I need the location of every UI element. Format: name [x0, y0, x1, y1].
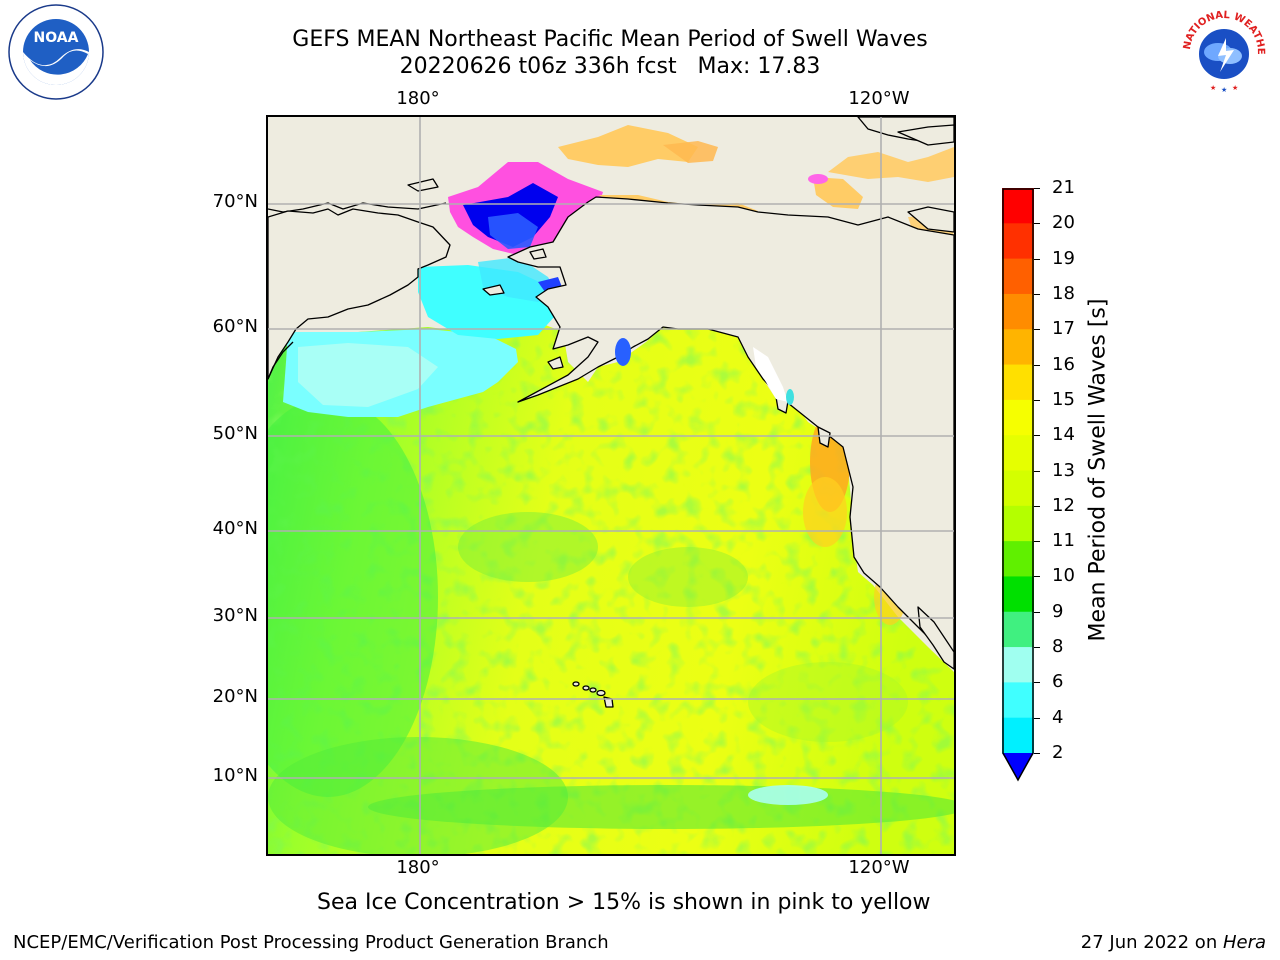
colorbar-tick-label: 13 — [1052, 459, 1075, 481]
lon-label-top-120w: 120°W — [848, 88, 910, 109]
colorbar-tick-mark — [1034, 399, 1040, 401]
colorbar-tick-mark — [1034, 470, 1040, 472]
colorbar-tick-label: 2 — [1052, 742, 1064, 763]
ocean-field — [268, 125, 954, 854]
colorbar-segment — [1002, 223, 1034, 260]
colorbar-tick-mark — [1034, 329, 1040, 331]
svg-text:★: ★ — [1232, 84, 1238, 92]
colorbar-tick-label: 12 — [1052, 494, 1075, 516]
colorbar-label: Mean Period of Swell Waves [s] — [1085, 298, 1111, 642]
chart-title: GEFS MEAN Northeast Pacific Mean Period … — [292, 27, 928, 52]
colorbar-tick-label: 10 — [1052, 565, 1075, 587]
colorbar-svg — [1002, 188, 1034, 782]
colorbar-tick-mark — [1034, 647, 1040, 649]
colorbar-tick-mark — [1034, 364, 1040, 366]
colorbar — [1002, 188, 1034, 783]
colorbar-extend-triangle — [1002, 753, 1034, 780]
colorbar-tick-label: 17 — [1052, 318, 1075, 340]
colorbar-tick-mark — [1034, 541, 1040, 543]
colorbar-tick-mark — [1034, 505, 1040, 507]
colorbar-segment — [1002, 682, 1034, 719]
colorbar-tick-mark — [1034, 753, 1040, 754]
colorbar-tick-label: 6 — [1052, 671, 1064, 693]
footer-date-text: 27 Jun 2022 on — [1080, 932, 1223, 953]
lat-label-60n: 60°N — [212, 316, 258, 337]
colorbar-tick-mark — [1034, 188, 1040, 189]
svg-text:★: ★ — [1221, 86, 1227, 94]
svg-text:★: ★ — [1210, 84, 1216, 92]
colorbar-tick-mark — [1034, 717, 1040, 719]
colorbar-tick-mark — [1034, 682, 1040, 684]
noaa-logo-icon: NOAA — [8, 4, 104, 104]
noaa-logo-text: NOAA — [34, 30, 79, 46]
lon-label-bottom-180: 180° — [396, 857, 440, 878]
sea-ice-note: Sea Ice Concentration > 15% is shown in … — [317, 890, 931, 915]
lon-label-bottom-120w: 120°W — [848, 857, 910, 878]
colorbar-tick-mark — [1034, 293, 1040, 295]
colorbar-tick-label: 4 — [1052, 706, 1064, 728]
lat-label-40n: 40°N — [212, 518, 258, 539]
colorbar-tick-label: 9 — [1052, 600, 1064, 622]
lat-label-10n: 10°N — [212, 765, 258, 786]
colorbar-segment — [1002, 258, 1034, 295]
colorbar-segment — [1002, 647, 1034, 683]
colorbar-tick-label: 19 — [1052, 247, 1075, 269]
colorbar-tick-label: 14 — [1052, 424, 1075, 446]
lat-label-30n: 30°N — [212, 605, 258, 626]
colorbar-segment — [1002, 364, 1034, 401]
colorbar-tick-label: 8 — [1052, 636, 1064, 658]
chart-subtitle-run-info: 20220626 t06z 336h fcst Max: 17.83 — [399, 54, 821, 79]
colorbar-segment — [1002, 505, 1034, 542]
colorbar-tick-label: 15 — [1052, 388, 1075, 410]
colorbar-tick-label: 18 — [1052, 282, 1075, 304]
colorbar-tick-mark — [1034, 258, 1040, 260]
colorbar-tick-mark — [1034, 435, 1040, 437]
colorbar-segment — [1002, 717, 1034, 754]
lat-label-70n: 70°N — [212, 191, 258, 212]
nws-logo-icon: NATIONAL WEATHER SERVICE ★ ★ ★ — [1172, 0, 1272, 104]
colorbar-tick-mark — [1034, 576, 1040, 578]
colorbar-segment — [1002, 329, 1034, 366]
lat-label-20n: 20°N — [212, 686, 258, 707]
colorbar-segment — [1002, 188, 1034, 224]
colorbar-tick-label: 16 — [1052, 353, 1075, 375]
colorbar-segment — [1002, 576, 1034, 613]
footer-date: 27 Jun 2022 on Hera — [1081, 932, 1266, 953]
land-masses — [268, 117, 954, 708]
footer-credit: NCEP/EMC/Verification Post Processing Pr… — [13, 932, 609, 953]
map-panel — [266, 115, 956, 856]
colorbar-tick-label: 20 — [1052, 212, 1075, 234]
map-gridlines — [268, 117, 954, 854]
coastal-detail — [615, 338, 794, 405]
colorbar-tick-label: 11 — [1052, 530, 1075, 552]
footer-host: Hera — [1222, 932, 1266, 953]
swell-period-map — [268, 117, 954, 854]
colorbar-segment — [1002, 541, 1034, 577]
colorbar-segment — [1002, 293, 1034, 330]
colorbar-segment — [1002, 470, 1034, 507]
colorbar-tick-mark — [1034, 611, 1040, 613]
colorbar-segment — [1002, 399, 1034, 436]
lat-label-50n: 50°N — [212, 423, 258, 444]
colorbar-tick-label: 21 — [1052, 177, 1075, 198]
colorbar-segment — [1002, 435, 1034, 471]
colorbar-segment — [1002, 611, 1034, 648]
lon-label-top-180: 180° — [396, 88, 440, 109]
colorbar-tick-mark — [1034, 223, 1040, 225]
